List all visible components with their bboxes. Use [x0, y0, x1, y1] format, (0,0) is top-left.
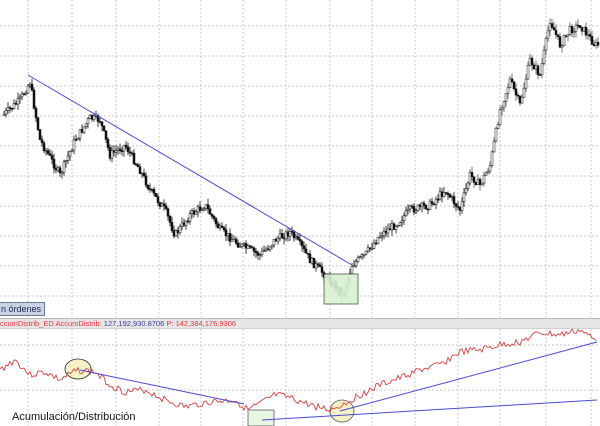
indicator-value-label: AccumDistrib:	[55, 319, 102, 328]
main-grid	[0, 0, 600, 317]
indicator-title: Acumulación/Distribución	[12, 411, 136, 423]
indicator-trendline-down[interactable]	[79, 369, 245, 405]
indicator-trendline-low[interactable]	[261, 399, 598, 421]
indicator-ellipse-right	[329, 399, 355, 423]
indicator-highlight-box	[247, 409, 275, 426]
price-trendline[interactable]	[27, 74, 353, 266]
accum-distrib-line	[0, 327, 597, 413]
indicator-p-label: P:	[166, 319, 174, 328]
indicator-value: 127,192,930.8706	[103, 319, 165, 328]
price-candles	[2, 18, 600, 302]
indicator-header-bar[interactable]: ccumDistrib_ED AccumDistrib: 127,192,930…	[0, 318, 600, 329]
indicator-name: ccumDistrib_ED	[0, 319, 54, 328]
orders-button[interactable]: n órdenes	[0, 302, 46, 316]
indicator-p-value: 142,384,176.9306	[175, 319, 237, 328]
bottom-highlight-box	[323, 273, 359, 305]
indicator-trendline-up[interactable]	[339, 341, 598, 412]
